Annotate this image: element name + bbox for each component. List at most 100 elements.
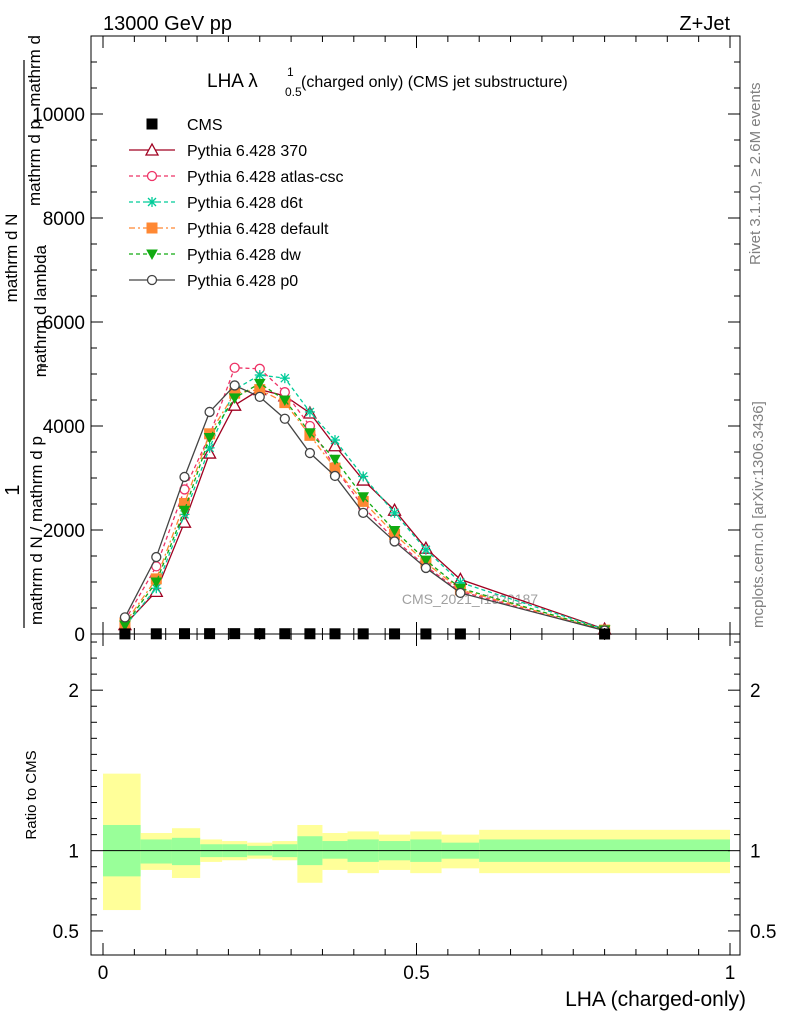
data-point xyxy=(178,505,191,517)
legend-entry: Pythia 6.428 atlas-csc xyxy=(129,169,344,186)
legend-marker xyxy=(146,118,158,130)
ratio-y-tick-label-right: 2 xyxy=(750,681,761,702)
rivet-label: Rivet 3.1.10, ≥ 2.6M events xyxy=(747,83,764,266)
header-left: 13000 GeV pp xyxy=(103,13,232,35)
data-point xyxy=(358,507,369,518)
header-right: Z+Jet xyxy=(679,13,730,35)
data-point xyxy=(327,438,343,452)
legend: CMS Pythia 6.428 370 Pythia 6.428 atlas-cs… xyxy=(129,117,344,290)
y-label-den-sub: T xyxy=(39,363,51,370)
data-point xyxy=(329,470,341,482)
y-tick-label: 10000 xyxy=(32,105,85,126)
data-point xyxy=(179,471,190,483)
y-label-den: mathrm d N xyxy=(2,214,21,303)
ratio-y-tick-label-right: 0.5 xyxy=(750,922,776,943)
x-tick-label: 0 xyxy=(98,963,109,984)
y-tick-label: 0 xyxy=(74,625,85,646)
legend-entry: Pythia 6.428 d6t xyxy=(129,195,303,212)
data-point xyxy=(304,406,315,417)
ratio-y-tick-label-right: 1 xyxy=(750,842,761,863)
y-tick-label: 4000 xyxy=(43,417,85,438)
x-axis-label: LHA (charged-only) xyxy=(565,988,746,1011)
legend-marker xyxy=(146,249,158,261)
y-tick-label: 2000 xyxy=(43,521,85,542)
data-point xyxy=(119,612,131,623)
data-point xyxy=(229,362,240,373)
legend-marker xyxy=(146,274,158,286)
data-point xyxy=(279,387,290,398)
series-pythia-6-428-p0 xyxy=(119,380,610,636)
data-point xyxy=(204,406,215,418)
title-rest: (charged only) (CMS jet substructure) xyxy=(301,74,568,91)
data-point xyxy=(254,370,265,381)
legend-entry: Pythia 6.428 dw xyxy=(129,247,301,264)
legend-label: Pythia 6.428 default xyxy=(187,221,329,238)
data-point xyxy=(151,551,162,563)
data-point xyxy=(329,435,340,446)
band-inner xyxy=(322,841,348,859)
y-tick-label: 6000 xyxy=(43,313,85,334)
legend-label: Pythia 6.428 d6t xyxy=(187,195,303,212)
data-point xyxy=(304,447,316,459)
ratio-y-tick-label: 2 xyxy=(68,681,79,702)
band-inner xyxy=(171,837,201,866)
plot-title: LHA λ 1 0.5 (charged only) (CMS jet subs… xyxy=(207,65,568,99)
legend-entry: Pythia 6.428 p0 xyxy=(129,273,298,290)
legend-marker xyxy=(146,170,158,182)
series-line xyxy=(124,382,605,631)
data-point xyxy=(228,393,241,404)
data-point xyxy=(455,587,466,599)
band-inner xyxy=(140,839,172,864)
legend-label: CMS xyxy=(187,117,223,134)
data-point xyxy=(357,492,370,503)
data-point xyxy=(329,454,341,466)
series-pythia-6-428-dw xyxy=(119,378,611,636)
ratio-plot: 0.5 0.5 1 1 2 2 0 0.5 1 xyxy=(53,633,776,984)
data-point xyxy=(279,373,290,384)
x-tick-label: 1 xyxy=(725,963,736,984)
y-label-line2: mathrm d p xyxy=(25,120,44,206)
data-point xyxy=(253,378,266,390)
main-plot: CMS_2021_I1920187 0200040006000800010000… xyxy=(32,35,741,646)
legend-marker xyxy=(147,197,157,207)
data-point xyxy=(389,536,400,547)
legend-label: Pythia 6.428 atlas-csc xyxy=(187,169,344,186)
ratio-y-label: Ratio to CMS xyxy=(23,750,40,839)
mcplots-label: mcplots.cern.ch [arXiv:1306.3436] xyxy=(750,401,767,628)
ratio-y-tick-label: 1 xyxy=(68,842,79,863)
data-point xyxy=(229,380,240,391)
legend-label: Pythia 6.428 dw xyxy=(187,247,301,264)
title-sub: 0.5 xyxy=(285,85,302,99)
data-point xyxy=(227,397,242,411)
y-label-top: 1 xyxy=(2,484,24,495)
data-point xyxy=(203,432,216,444)
legend-marker xyxy=(144,142,160,156)
y-label-line1: mathrm d xyxy=(25,35,44,107)
title-sup: 1 xyxy=(287,65,294,79)
title-main: LHA λ xyxy=(207,71,258,92)
series-line xyxy=(124,384,605,632)
ratio-y-tick-label: 0.5 xyxy=(53,922,79,943)
data-point xyxy=(389,507,400,518)
legend-entry: Pythia 6.428 default xyxy=(129,221,329,238)
data-point xyxy=(304,428,316,439)
x-tick-label: 0.5 xyxy=(403,963,429,984)
data-point xyxy=(420,544,431,555)
data-point xyxy=(420,555,432,567)
legend-marker xyxy=(146,222,158,234)
legend-entry: Pythia 6.428 370 xyxy=(129,142,307,160)
y-label-line3: mathrm d lambda xyxy=(31,244,50,377)
y-label-num: mathrm d N / mathrm d p xyxy=(27,436,46,625)
data-point xyxy=(358,471,369,482)
data-point xyxy=(279,413,290,424)
data-point xyxy=(254,391,265,403)
data-point xyxy=(278,395,291,407)
legend-label: Pythia 6.428 370 xyxy=(187,143,307,160)
data-point xyxy=(388,526,401,537)
svg-text:LHA λ: LHA λ xyxy=(207,71,258,92)
data-point xyxy=(150,577,163,589)
legend-entry: CMS xyxy=(146,117,223,134)
data-point xyxy=(420,562,432,574)
legend-label: Pythia 6.428 p0 xyxy=(187,273,298,290)
